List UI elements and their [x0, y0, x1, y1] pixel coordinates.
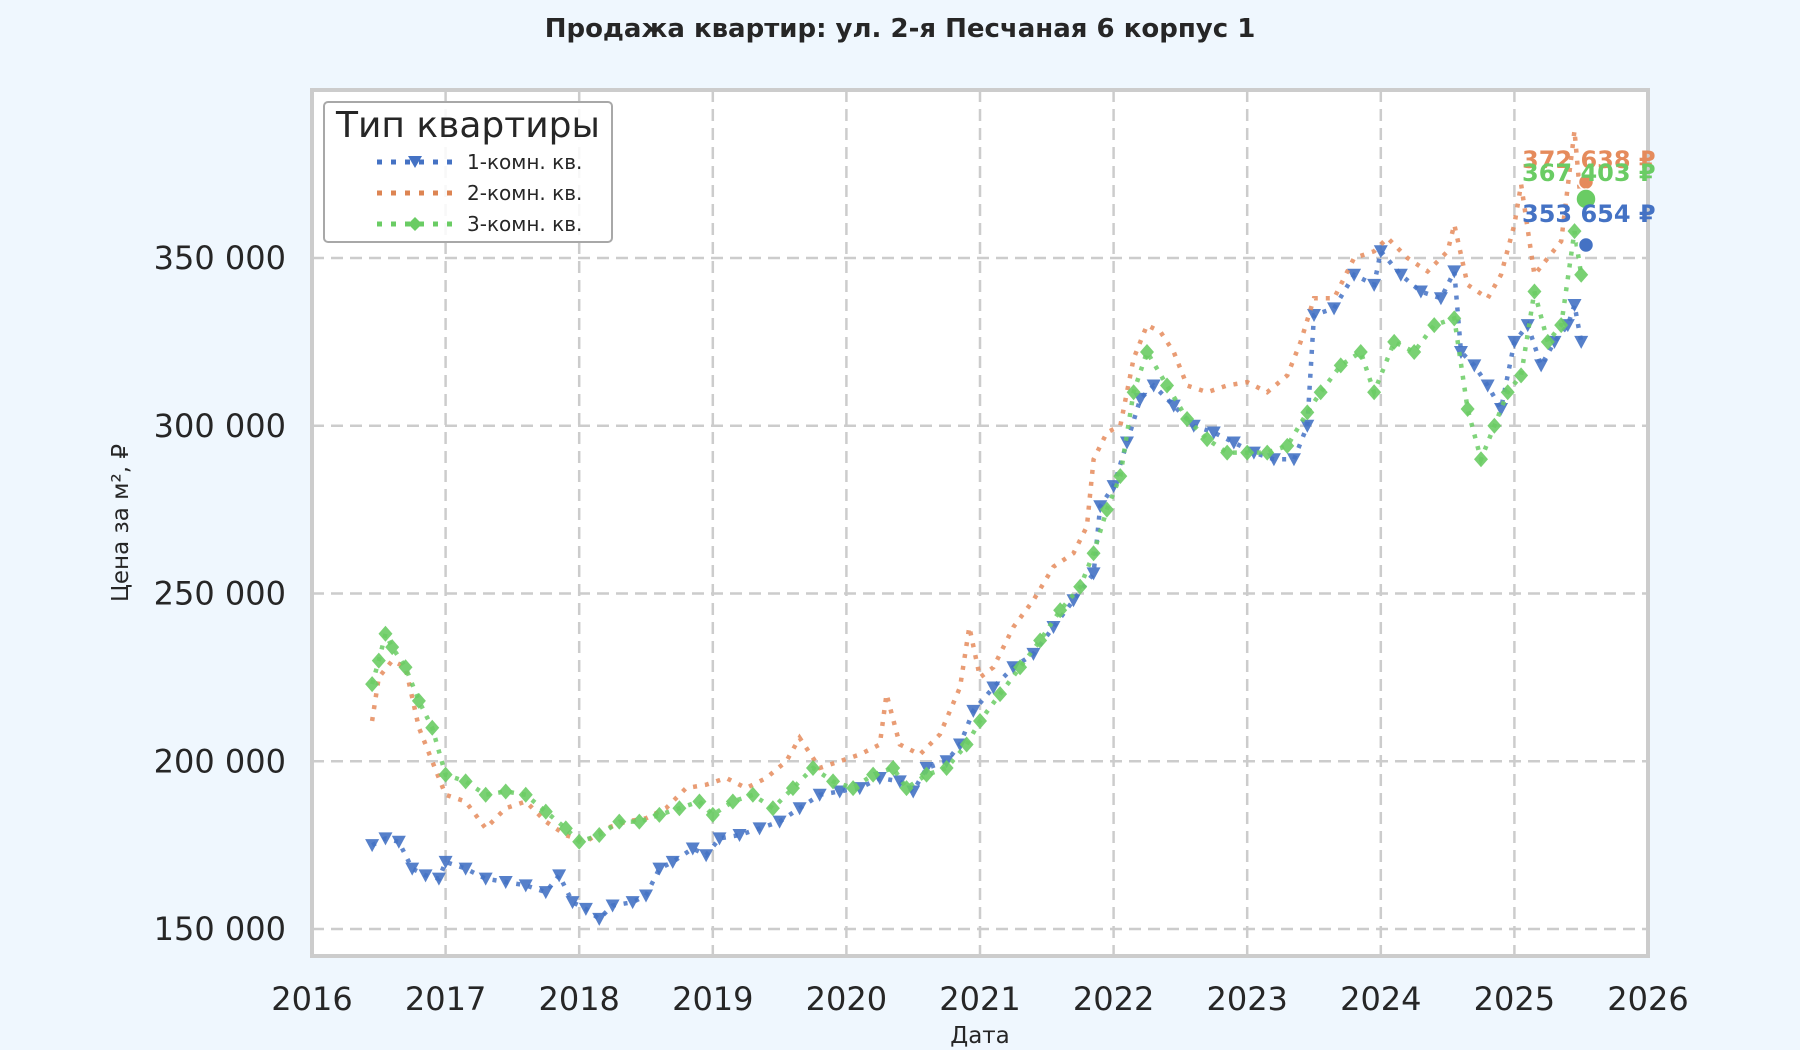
chart-title: Продажа квартир: ул. 2-я Песчаная 6 корп… [544, 14, 1256, 44]
x-tick-label: 2022 [1073, 980, 1154, 1018]
x-axis-ticks: 2016 2017 2018 2019 2020 2021 2022 2023 2024 2025… [271, 980, 1688, 1018]
legend-label: 1-комн. кв. [467, 149, 583, 174]
legend: Тип квартиры 1-комн. кв. 2-комн. кв. 3-к… [323, 101, 613, 243]
diamond-marker-icon [377, 216, 453, 231]
legend-label: 3-комн. кв. [467, 211, 583, 236]
legend-item-3room: 3-комн. кв. [325, 208, 611, 239]
y-tick-label: 300 000 [154, 407, 286, 445]
legend-item-1room: 1-комн. кв. [325, 146, 611, 177]
series-1-комн. кв. [365, 245, 1589, 926]
legend-label: 2-комн. кв. [467, 180, 583, 205]
x-tick-label: 2017 [405, 980, 486, 1018]
last-value-label: 367 403 ₽ [1522, 159, 1656, 187]
data-series [365, 130, 1589, 926]
x-tick-label: 2019 [672, 980, 753, 1018]
dotted-line-icon [377, 190, 453, 195]
x-tick-label: 2026 [1607, 980, 1688, 1018]
x-tick-label: 2018 [538, 980, 619, 1018]
legend-title: Тип квартиры [336, 105, 600, 146]
series-2-комн. кв. [369, 130, 1584, 845]
x-tick-label: 2025 [1474, 980, 1555, 1018]
y-tick-label: 200 000 [154, 742, 286, 780]
gridlines [310, 90, 1650, 956]
x-tick-label: 2024 [1340, 980, 1421, 1018]
y-tick-label: 250 000 [154, 575, 286, 613]
last-value-label: 372 638 ₽ [1522, 146, 1656, 174]
last-value-annotations: 372 638 ₽367 403 ₽ 353 654 ₽ [1522, 146, 1656, 254]
last-value-marker [1577, 236, 1595, 254]
x-tick-label: 2021 [939, 980, 1020, 1018]
x-tick-label: 2020 [806, 980, 887, 1018]
triangle-marker-icon [377, 155, 453, 168]
y-tick-label: 150 000 [154, 910, 286, 948]
last-value-marker [1575, 188, 1597, 210]
x-axis-label: Дата [950, 1023, 1010, 1049]
last-value-label: 353 654 ₽ [1522, 200, 1656, 228]
y-axis-ticks: 150 000 200 000 250 000 300 000 350 000 [154, 239, 286, 948]
x-tick-label: 2016 [271, 980, 352, 1018]
x-tick-label: 2023 [1206, 980, 1287, 1018]
y-axis-label: Цена за м², ₽ [108, 444, 134, 602]
y-tick-label: 350 000 [154, 239, 286, 277]
legend-item-2room: 2-комн. кв. [325, 177, 611, 208]
series-3-комн. кв. [365, 223, 1589, 850]
